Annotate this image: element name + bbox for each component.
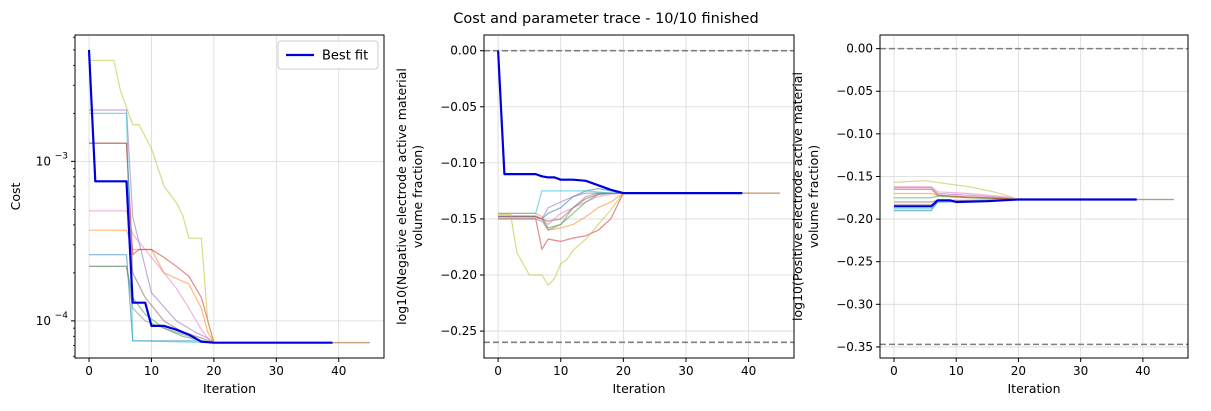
x-tick-label: 20 (206, 364, 221, 378)
y-axis-label: log10(Positive electrode active material (790, 72, 805, 321)
x-tick-label: 20 (616, 364, 631, 378)
run-trace (498, 192, 737, 251)
y-axis-label: volume fraction) (410, 145, 425, 248)
run-trace (498, 190, 737, 214)
best-fit-trace (894, 198, 1137, 208)
y-tick-label: −0.10 (836, 127, 873, 141)
y-tick-exponent: −3 (55, 151, 68, 161)
y-tick-label: −0.25 (440, 324, 477, 338)
y-tick-label: −0.35 (836, 340, 873, 354)
y-axis-label: Cost (8, 183, 23, 211)
x-tick-label: 40 (741, 364, 756, 378)
y-tick-exponent: −4 (55, 311, 69, 321)
y-axis-label: log10(Negative electrode active material (394, 68, 409, 325)
negative-electrode-panel: 0 10 20 30 40 0.00 −0.05 −0.10 −0.15 −0.20 −0.25 It… (394, 34, 795, 396)
y-tick-label: −0.10 (440, 156, 477, 170)
x-tick-label: 0 (494, 364, 502, 378)
y-tick-label: −0.05 (836, 84, 873, 98)
run-trace (89, 210, 327, 344)
y-tick-label: −0.15 (440, 212, 477, 226)
x-tick-label: 40 (331, 364, 346, 378)
y-tick-label: −0.30 (836, 297, 873, 311)
positive-electrode-panel: 0 10 20 30 40 0.00 −0.05 −0.10 −0.15 −0.20 −0.25 −0… (790, 34, 1189, 396)
cost-panel: 0 10 20 30 40 10 −4 10 −3 Iteration Cost Best fit (8, 34, 385, 396)
x-tick-label: 10 (949, 364, 964, 378)
x-tick-label: 0 (890, 364, 898, 378)
y-tick-label: −0.05 (440, 100, 477, 114)
x-axis-label: Iteration (612, 381, 665, 396)
legend-box (277, 40, 379, 70)
x-tick-label: 10 (144, 364, 159, 378)
y-tick-label: −0.25 (836, 255, 873, 269)
x-tick-label: 20 (1011, 364, 1026, 378)
x-tick-label: 30 (1073, 364, 1088, 378)
x-tick-label: 10 (553, 364, 568, 378)
legend: Best fit (277, 40, 379, 70)
y-tick-label: 10 (36, 154, 51, 168)
y-tick-label: −0.20 (836, 212, 873, 226)
best-fit-trace (87, 49, 333, 344)
best-fit-trace (497, 50, 743, 195)
y-tick-label: −0.15 (836, 169, 873, 183)
run-trace (89, 59, 327, 344)
x-tick-label: 30 (269, 364, 284, 378)
run-trace (498, 192, 780, 231)
y-tick-label: −0.20 (440, 268, 477, 282)
legend-label: Best fit (322, 49, 368, 64)
x-tick-label: 0 (85, 364, 93, 378)
figure-title: Cost and parameter trace - 10/10 finishe… (453, 11, 758, 27)
x-tick-label: 30 (678, 364, 693, 378)
x-axis-label: Iteration (203, 381, 256, 396)
y-tick-label: 0.00 (846, 42, 873, 56)
y-axis-label: volume fraction) (806, 145, 821, 248)
run-trace (498, 192, 737, 287)
x-axis-label: Iteration (1007, 381, 1060, 396)
y-tick-label: 0.00 (450, 44, 477, 58)
axes-frame (483, 34, 795, 359)
y-tick-label: 10 (36, 314, 51, 328)
x-tick-label: 40 (1135, 364, 1150, 378)
axes-frame (879, 34, 1189, 359)
